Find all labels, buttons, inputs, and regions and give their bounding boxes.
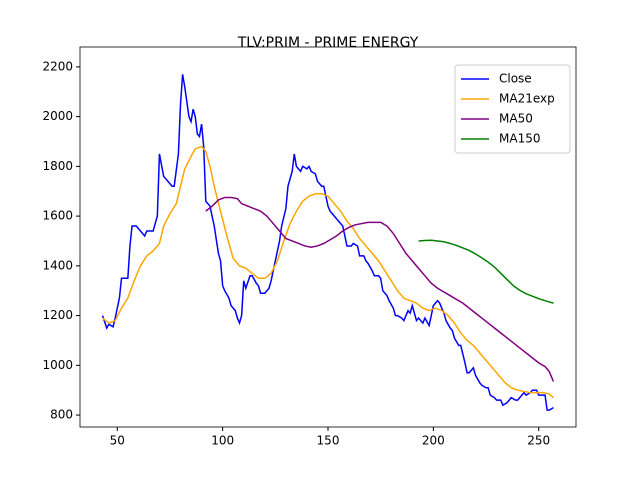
y-tick-label: 1200 xyxy=(42,308,73,322)
legend-label: MA21exp xyxy=(499,92,555,106)
series-line xyxy=(418,239,554,304)
legend-label: MA50 xyxy=(499,112,533,126)
y-tick-label: 1600 xyxy=(42,209,73,223)
y-tick-label: 1400 xyxy=(42,258,73,272)
x-tick-label: 200 xyxy=(422,434,445,448)
series-line xyxy=(102,145,554,399)
series-line xyxy=(205,196,555,382)
legend-box xyxy=(454,64,571,154)
series-line xyxy=(101,74,554,411)
x-tick-label: 100 xyxy=(211,434,234,448)
plot-frame xyxy=(79,46,577,428)
legend: Close MA21exp MA50 MA150 xyxy=(454,64,571,154)
y-tick-label: 2200 xyxy=(42,59,73,73)
legend-label: Close xyxy=(499,72,532,86)
y-tick-label: 1800 xyxy=(42,159,73,173)
x-tick-label: 50 xyxy=(110,434,125,448)
chart-title: TLV:PRIM - PRIME ENERGY xyxy=(237,35,419,51)
y-tick-label: 2000 xyxy=(42,109,73,123)
y-tick-label: 1000 xyxy=(42,358,73,372)
x-tick-label: 250 xyxy=(527,434,550,448)
y-tick-label: 800 xyxy=(50,408,73,422)
x-tick-label: 150 xyxy=(317,434,340,448)
legend-label: MA150 xyxy=(499,132,540,146)
